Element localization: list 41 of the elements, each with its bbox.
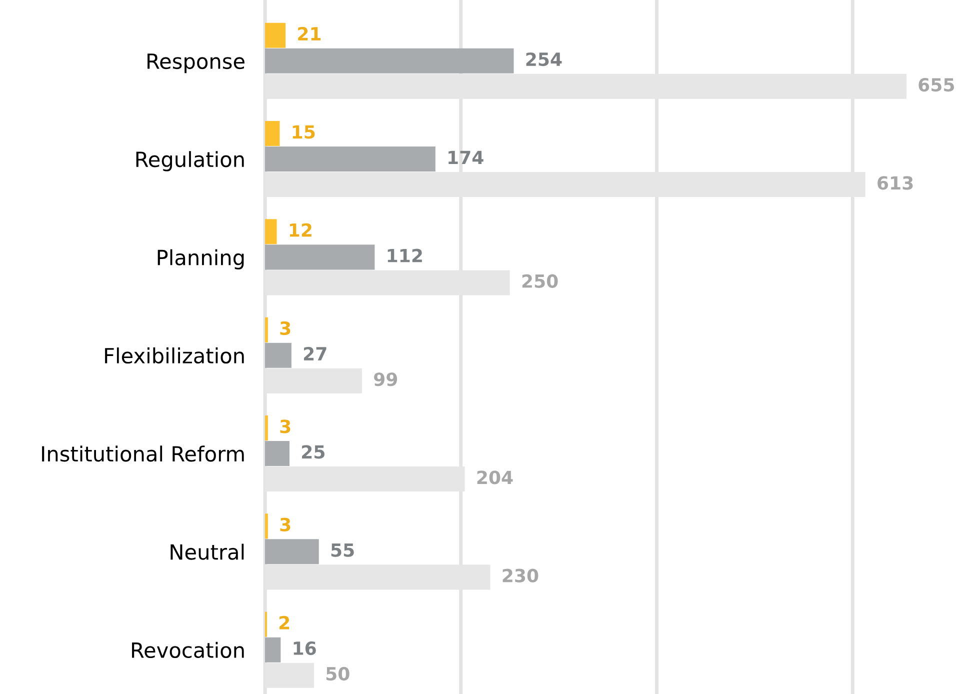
data-label: 2 [279,616,290,630]
y-tick-label: Regulation [136,151,244,172]
y-tick-label: Revocation [132,642,244,658]
data-label: 254 [526,52,562,66]
y-tick-label: Neutral [170,544,244,560]
data-label: 230 [502,568,538,582]
data-label: 15 [292,125,315,139]
data-label: 12 [290,223,312,237]
bar [265,22,286,48]
bar [265,244,375,270]
data-label: 99 [374,372,398,386]
bar [265,342,292,368]
data-label: 25 [302,445,324,459]
y-tick-label: Planning [158,249,244,270]
bar [265,441,290,466]
data-label: 3 [280,518,290,532]
bar [265,317,268,342]
data-label: 55 [331,543,354,557]
bar [265,415,268,440]
data-label: 250 [522,274,558,288]
data-label: 613 [878,176,913,190]
data-label: 27 [304,346,326,360]
data-label: 16 [294,641,316,656]
bar [265,219,277,244]
data-label: 21 [298,26,321,40]
data-label: 3 [280,420,290,434]
y-tick-label: Institutional Reform [42,446,244,462]
bar [265,539,319,564]
data-label: 655 [918,78,954,92]
data-label: 204 [477,470,513,484]
data-label: 112 [388,248,422,262]
y-tick-label: Flexibilization [105,347,244,364]
data-label: 174 [448,150,484,164]
y-tick-label: Response [148,54,244,74]
data-label: 3 [280,321,290,336]
bar [265,48,514,74]
bar [265,637,281,662]
bar [265,514,268,539]
bar [265,120,280,146]
bar [265,146,436,172]
data-label: 50 [326,666,350,681]
